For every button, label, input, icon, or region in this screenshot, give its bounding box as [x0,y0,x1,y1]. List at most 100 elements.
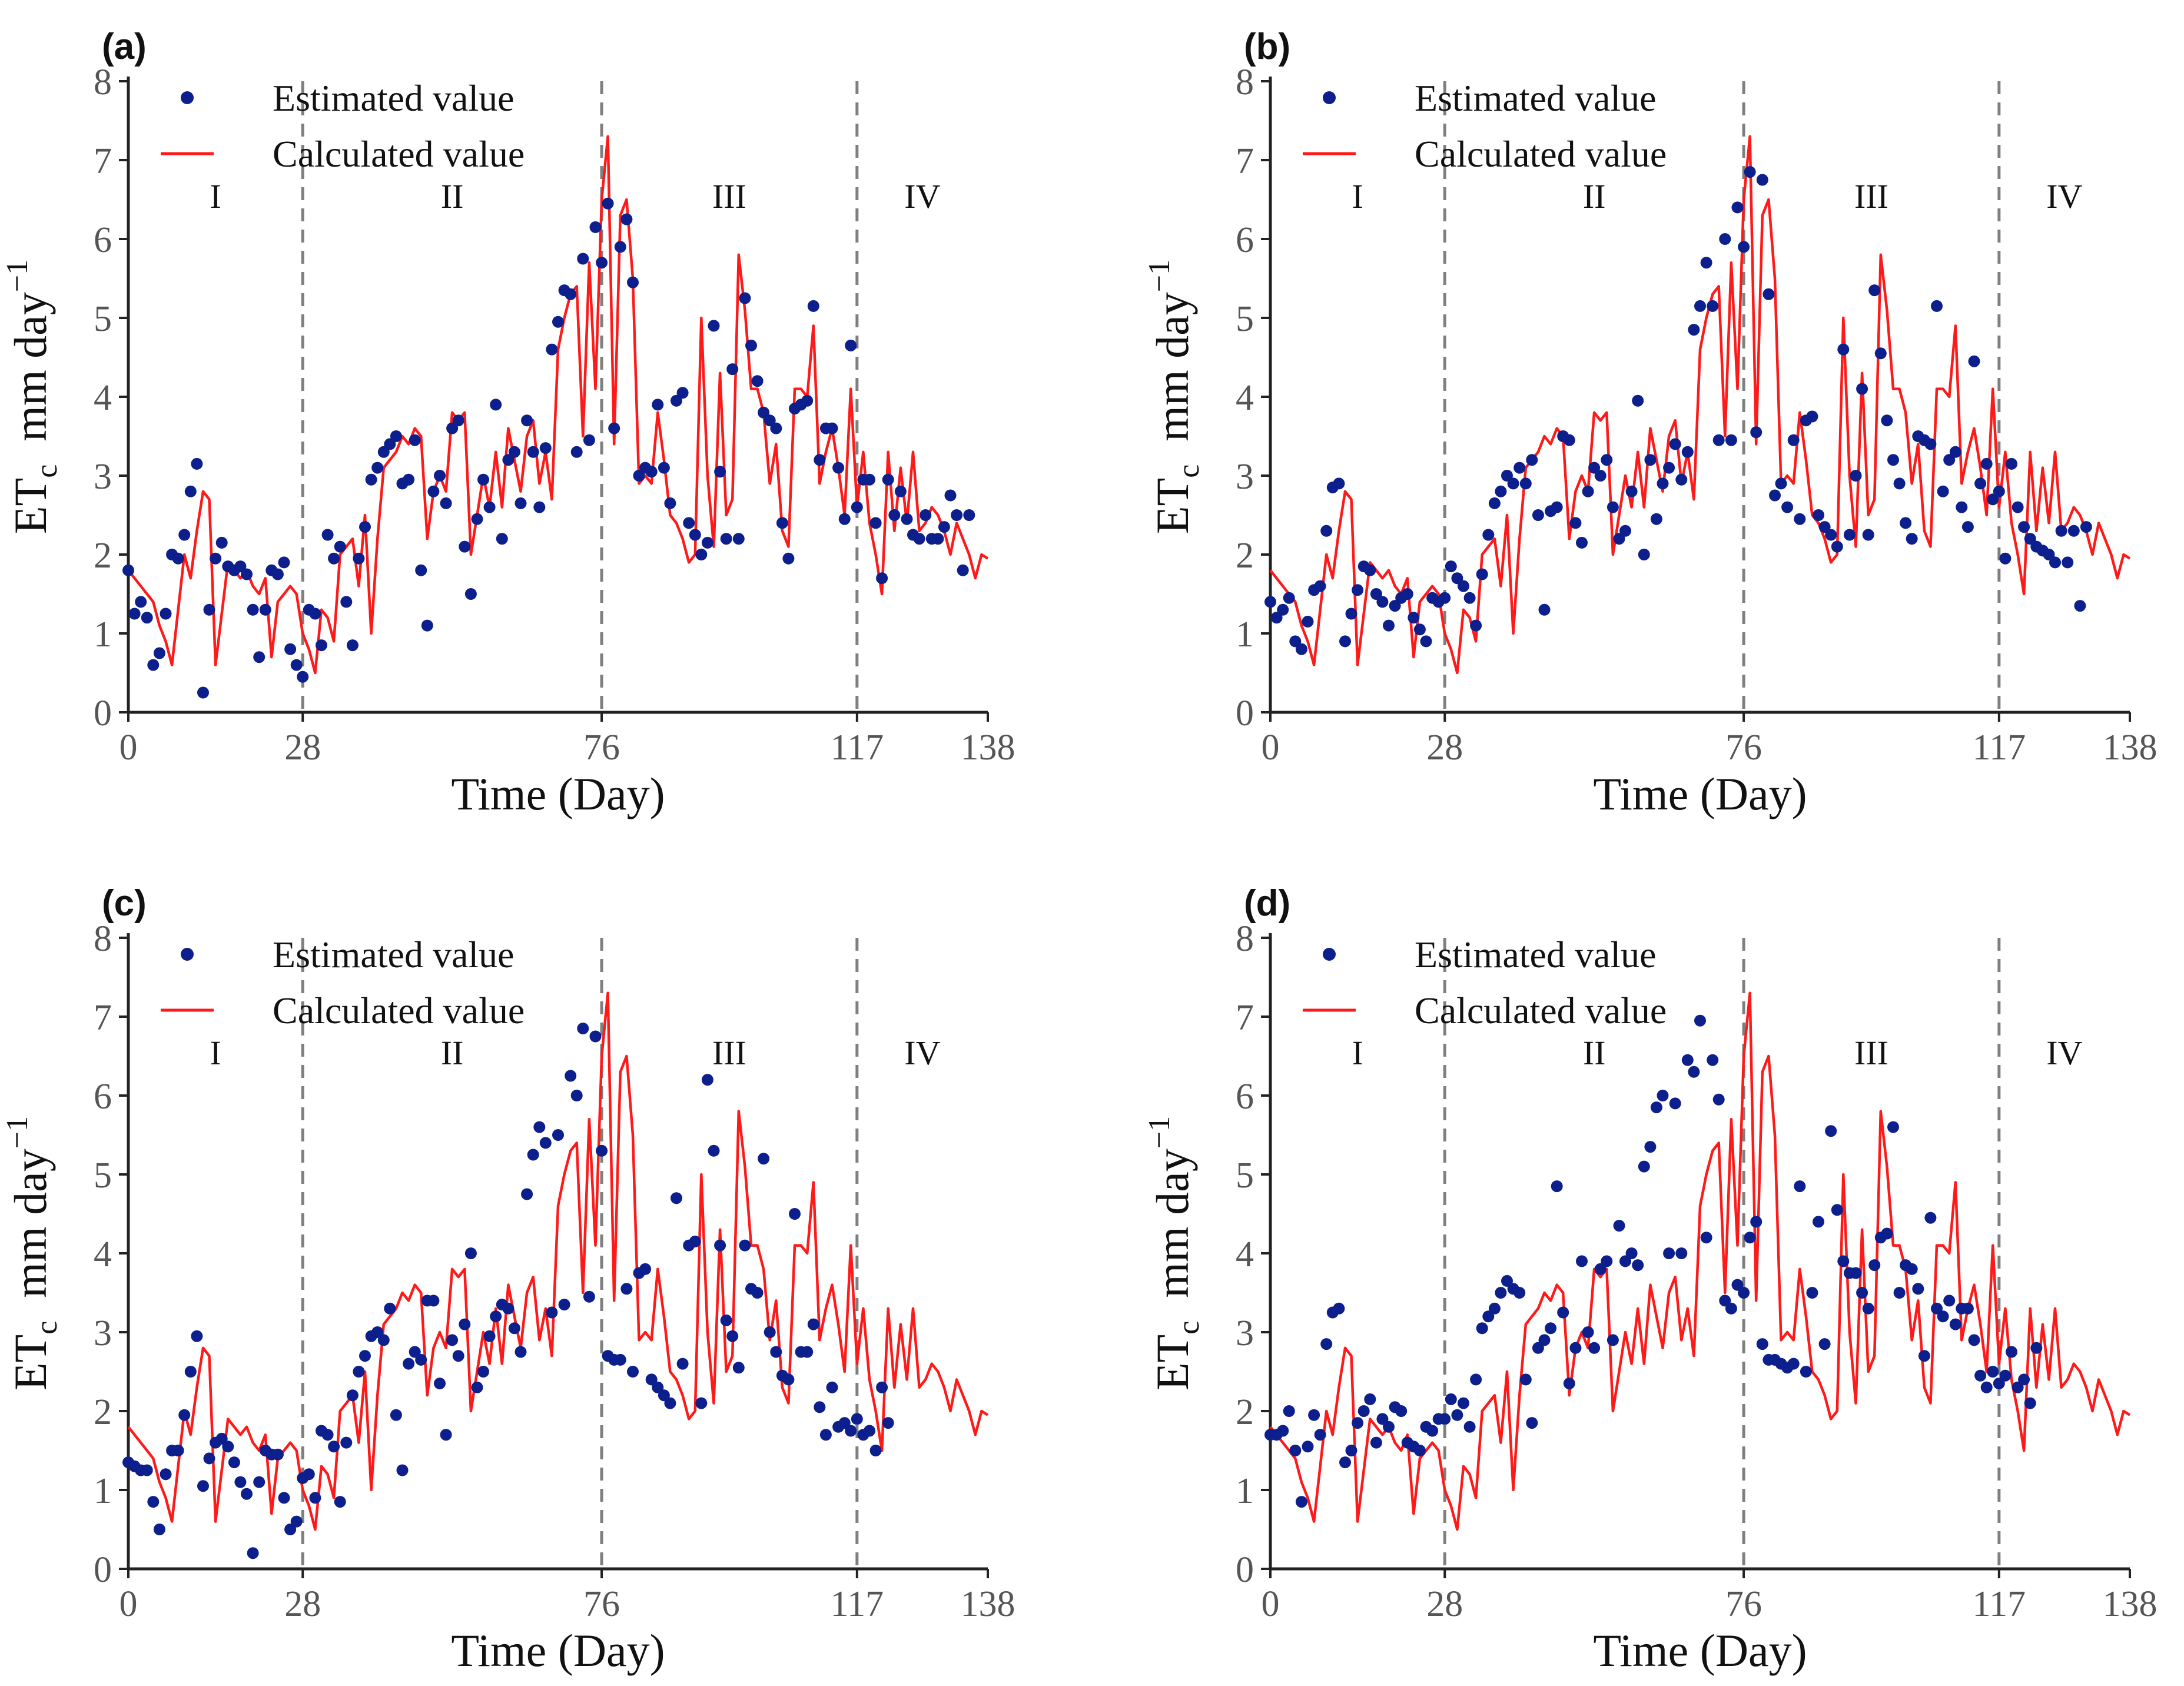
estimated-value-point [384,438,396,450]
estimated-value-point [1756,174,1768,186]
estimated-value-point [658,1389,670,1402]
y-tick-label: 5 [94,299,112,339]
y-axis-title-part: ET [5,478,56,534]
y-tick-label: 5 [1236,299,1254,339]
estimated-value-point [228,1456,240,1469]
estimated-value-point [726,363,739,376]
x-tick-label: 117 [1972,1584,2026,1624]
estimated-value-point [384,1302,396,1315]
estimated-value-point [1787,1358,1800,1370]
estimated-value-point [1619,1255,1631,1267]
estimated-value-point [371,1326,384,1338]
stage-label: I [210,177,221,215]
estimated-value-point [1588,1342,1601,1354]
estimated-value-point [1900,517,1912,529]
y-axis-title-part: mm day [1147,292,1198,464]
estimated-value-point [627,1366,639,1378]
estimated-value-point [1458,580,1469,592]
estimated-value-point [2049,556,2061,569]
estimated-value-point [147,1496,160,1508]
estimated-value-point [583,434,595,446]
estimated-value-point [1688,1066,1700,1078]
estimated-value-point [1289,635,1302,648]
y-axis-title-part: ET [5,1335,56,1390]
estimated-value-point [309,608,321,620]
estimated-value-point [502,1302,515,1315]
estimated-value-point [876,1381,888,1393]
estimated-value-point [701,536,713,549]
y-tick-label: 0 [94,1550,112,1590]
estimated-value-point [1825,529,1837,541]
estimated-value-point [1470,1373,1482,1386]
estimated-value-point [353,1366,365,1378]
estimated-value-point [1538,1334,1551,1346]
estimated-value-point [1837,343,1850,356]
legend-label-calculated: Calculated value [273,990,525,1031]
estimated-value-point [1519,477,1532,490]
estimated-value-point [1625,485,1638,497]
estimated-value-point [1949,446,1961,458]
estimated-value-point [284,643,297,655]
estimated-value-point [913,533,925,545]
estimated-value-point [271,568,284,580]
estimated-value-point [596,257,608,269]
estimated-value-point [490,399,502,411]
estimated-value-point [764,414,776,427]
estimated-value-point [316,639,327,652]
estimated-value-point [471,513,483,525]
estimated-value-point [801,1346,814,1358]
y-tick-label: 5 [1236,1156,1254,1196]
estimated-value-point [1862,529,1874,541]
estimated-value-point [290,1515,303,1528]
estimated-value-point [1738,241,1750,253]
estimated-value-point [459,1318,471,1330]
y-axis-title-part: −1 [1,1116,34,1149]
legend-label-estimated: Estimated value [273,934,515,975]
estimated-value-point [1744,1232,1756,1244]
estimated-value-point [321,529,334,541]
y-tick-label: 6 [1236,1077,1254,1117]
estimated-value-point [708,1144,720,1157]
estimated-value-point [2043,549,2055,560]
y-tick-label: 2 [1236,536,1254,576]
estimated-value-point [807,1318,819,1330]
estimated-value-point [739,292,751,304]
estimated-value-point [2024,1397,2036,1409]
stage-label: IV [2046,177,2082,215]
estimated-value-point [1569,1342,1582,1354]
estimated-value-point [1376,596,1389,608]
y-tick-label: 2 [94,1392,112,1432]
estimated-value-point [1813,1216,1824,1228]
estimated-value-point [334,1496,346,1508]
estimated-value-point [1769,489,1781,502]
estimated-value-point [1993,485,2005,497]
estimated-value-point [452,1350,464,1362]
estimated-value-point [814,454,826,466]
estimated-value-point [2055,525,2067,537]
x-tick-label: 138 [2103,1584,2158,1624]
estimated-value-point [1594,470,1607,482]
y-axis-title-part: c [30,464,64,478]
estimated-value-point [440,497,452,509]
estimated-value-point [1987,493,1999,506]
estimated-value-point [215,536,228,549]
estimated-value-point [1563,1378,1575,1390]
estimated-value-point [1906,533,1918,545]
estimated-value-point [1750,1216,1763,1228]
estimated-value-point [359,1350,371,1362]
estimated-value-point [583,1290,595,1303]
estimated-value-point [446,422,459,434]
estimated-value-point [446,1334,459,1346]
estimated-value-point [758,1153,770,1165]
estimated-value-point [1906,1263,1918,1275]
estimated-value-point [1277,1425,1289,1437]
estimated-value-point [882,1417,894,1429]
estimated-value-point [1364,1393,1376,1405]
y-tick-label: 3 [94,1313,112,1353]
y-axis-title-part: mm day [5,292,56,464]
panel-label: (a) [102,26,147,67]
estimated-value-point [552,316,564,328]
estimated-value-point [851,1413,863,1425]
estimated-value-point [1463,592,1476,604]
estimated-value-point [1700,1232,1712,1244]
